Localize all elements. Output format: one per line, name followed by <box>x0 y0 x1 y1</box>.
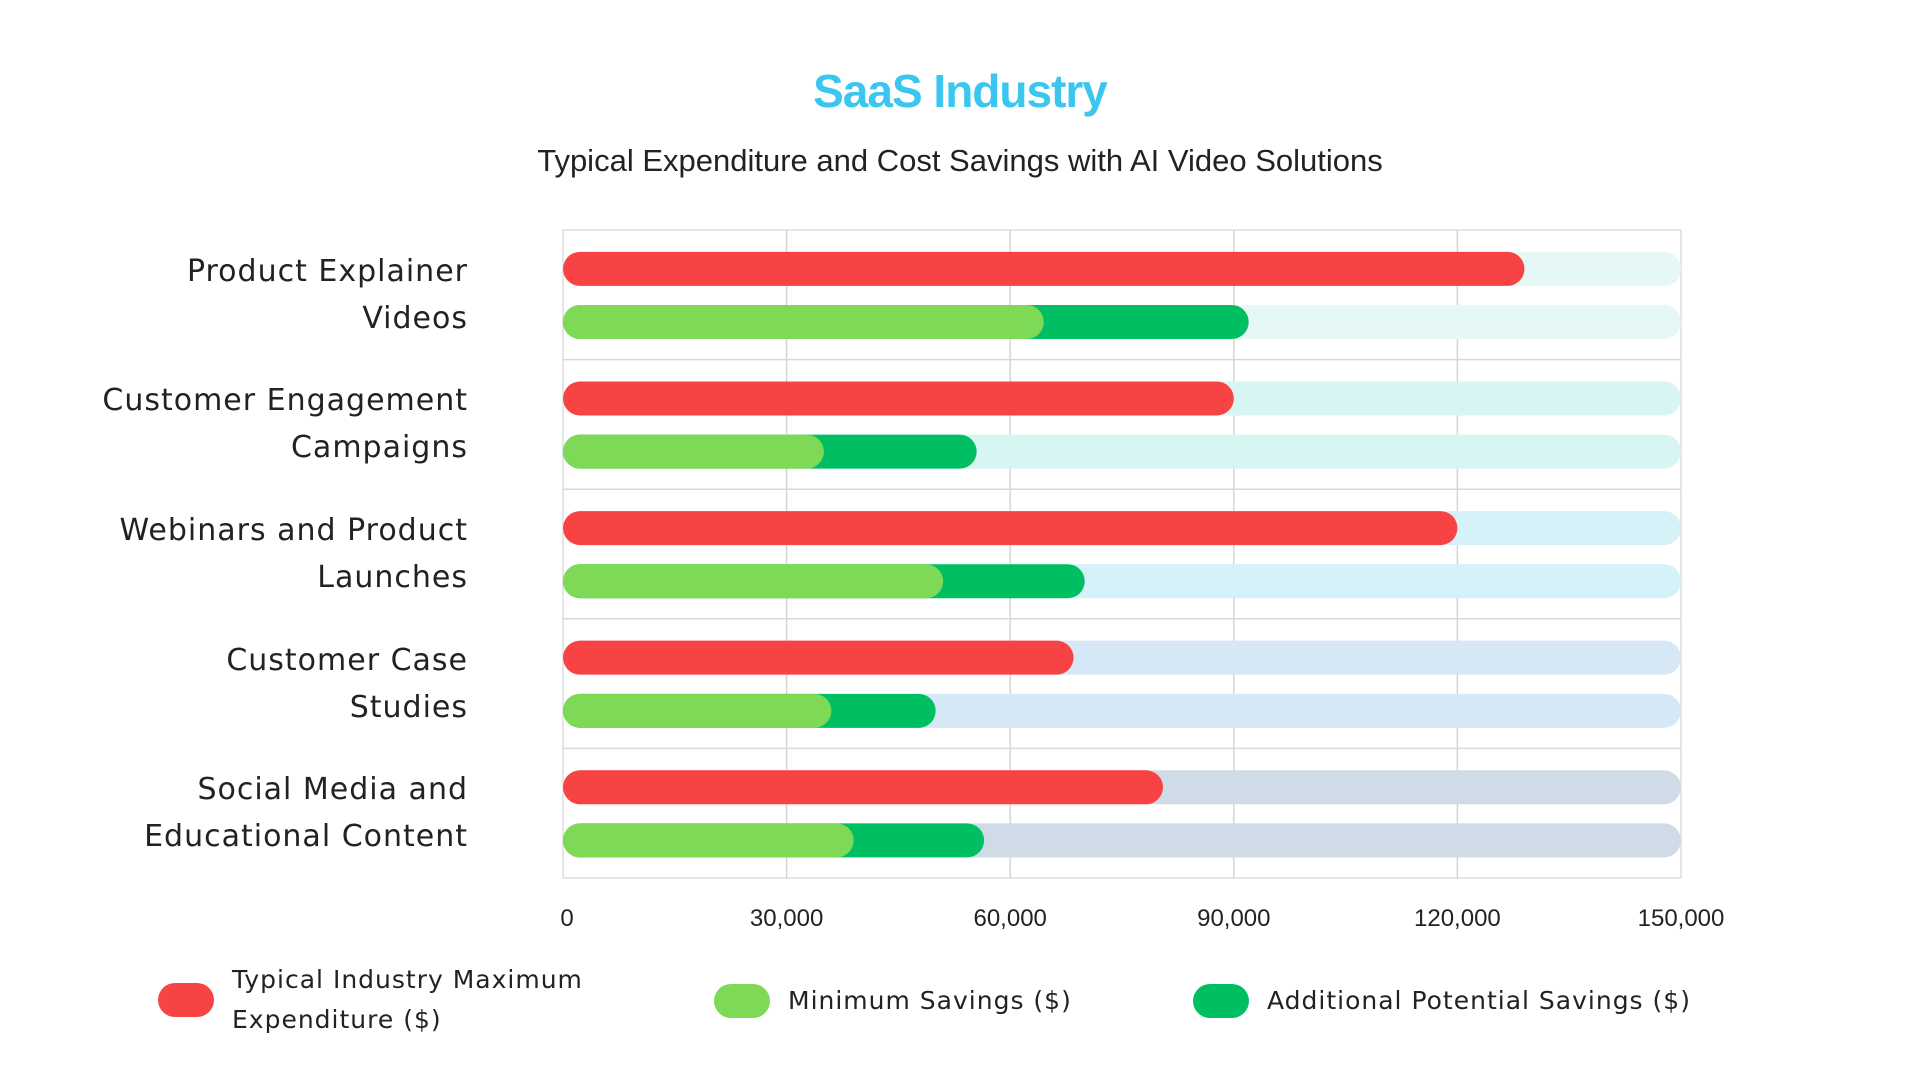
bar-minimum-savings <box>563 434 824 469</box>
chart-subtitle: Typical Expenditure and Cost Savings wit… <box>537 143 1383 178</box>
legend-label: Expenditure ($) <box>232 1005 442 1034</box>
category-label-line: Customer Engagement <box>102 383 468 419</box>
category-label-line: Videos <box>362 300 468 336</box>
bar-minimum-savings <box>563 693 832 728</box>
category-label: Customer Engagement Campaigns <box>8 377 468 471</box>
legend-label: Minimum Savings ($) <box>788 986 1072 1015</box>
legend-item-minimum-savings: Minimum Savings ($) <box>714 981 1072 1021</box>
category-label-line: Product Explainer <box>186 253 468 289</box>
category-label-line: Educational Content <box>144 819 468 855</box>
category-label: Product Explainer Videos <box>8 248 468 342</box>
category-label: Social Media and Educational Content <box>8 766 468 860</box>
x-tick-label: 0 <box>560 905 574 932</box>
category-label-line: Studies <box>349 689 468 725</box>
legend-label: Additional Potential Savings ($) <box>1267 986 1691 1015</box>
bar-max-expenditure <box>563 640 1074 675</box>
bar-max-expenditure <box>563 251 1525 286</box>
category-label-line: Customer Case <box>226 642 468 678</box>
bar-max-expenditure <box>563 381 1234 416</box>
plot-frame <box>562 229 1682 879</box>
category-label-line: Social Media and <box>197 772 468 808</box>
x-tick-label: 150,000 <box>1637 905 1725 932</box>
category-label-line: Launches <box>317 560 468 595</box>
category-label-line: Webinars and Product <box>119 513 468 548</box>
category-label: Webinars and Product Launches <box>8 507 468 601</box>
bar-minimum-savings <box>563 305 1044 340</box>
x-tick-label: 30,000 <box>749 905 824 932</box>
x-tick-label: 60,000 <box>973 905 1047 932</box>
chart-title: SaaS Industry <box>813 65 1108 117</box>
legend-label: Typical Industry Maximum <box>232 965 583 994</box>
legend-swatch-expenditure <box>158 983 214 1017</box>
bar-minimum-savings <box>563 823 854 858</box>
bar-max-expenditure <box>563 770 1163 805</box>
legend-swatch-minimum <box>714 984 770 1018</box>
legend-item-expenditure: Typical Industry Maximum Expenditure ($) <box>158 960 583 1040</box>
category-label-line: Campaigns <box>290 430 468 466</box>
category-label: Customer Case Studies <box>8 637 468 731</box>
x-tick-label: 90,000 <box>1197 905 1271 932</box>
legend-item-additional-savings: Additional Potential Savings ($) <box>1193 981 1691 1021</box>
x-tick-label: 120,000 <box>1414 905 1501 932</box>
bar-max-expenditure <box>563 511 1458 546</box>
legend-swatch-additional <box>1193 984 1249 1018</box>
bar-minimum-savings <box>563 564 944 599</box>
